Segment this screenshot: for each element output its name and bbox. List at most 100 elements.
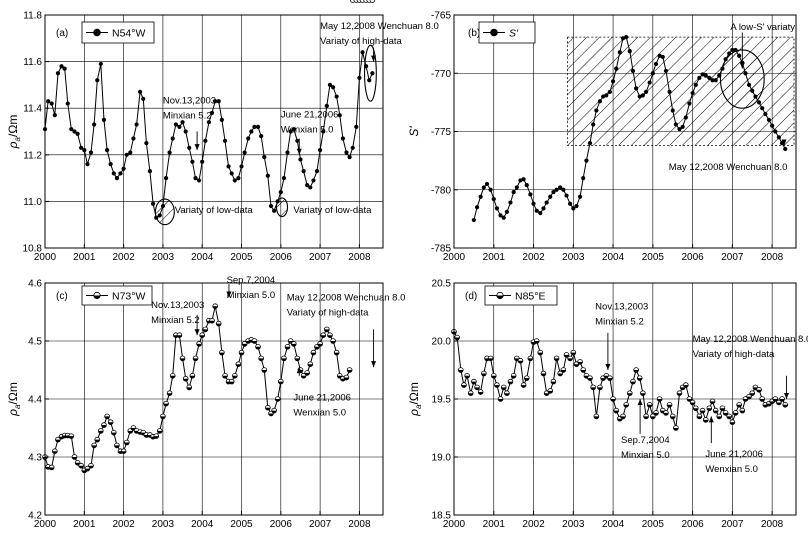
data-point-fill xyxy=(756,389,762,393)
legend-label: N73°W xyxy=(112,291,145,303)
chart-panel-d: 18.5 19.0 19.5 20.0 20.5 2000 2001 2002 2003 2004… xyxy=(407,279,808,531)
data-point-fill xyxy=(663,412,669,416)
annotation-arrowhead xyxy=(708,416,714,423)
data-point-fill xyxy=(673,428,679,431)
data-point-fill xyxy=(454,337,460,340)
data-point xyxy=(783,146,788,152)
data-point-fill xyxy=(564,354,569,358)
annotation-arrowhead xyxy=(637,399,643,405)
data-point-fill xyxy=(320,335,326,338)
y-tick-label: -770 xyxy=(431,69,451,80)
data-point-fill xyxy=(94,439,100,442)
data-point-fill xyxy=(478,392,484,395)
data-point-fill xyxy=(127,430,133,434)
x-tick-label: 2004 xyxy=(602,252,625,263)
data-point-fill xyxy=(163,403,169,407)
data-point-fill xyxy=(739,410,745,413)
data-point-fill xyxy=(547,390,553,394)
data-point xyxy=(577,194,583,199)
data-point xyxy=(561,187,566,192)
data-point xyxy=(278,189,283,195)
x-tick-label: 2000 xyxy=(443,519,466,530)
data-point xyxy=(154,215,159,220)
data-point xyxy=(285,150,290,155)
data-point xyxy=(707,75,712,81)
annotation-text: June 21,2006 xyxy=(705,449,763,460)
annotation-text: Variaty of high-data xyxy=(320,36,402,47)
y-tick-label: 19.0 xyxy=(432,453,452,464)
data-point-fill xyxy=(229,381,235,384)
data-point-fill xyxy=(317,343,323,347)
data-point xyxy=(259,134,264,139)
data-point xyxy=(723,57,728,62)
y-tick-label: -765 xyxy=(431,11,451,22)
data-point-fill xyxy=(537,352,543,356)
data-point xyxy=(521,177,526,182)
legend-label: S' xyxy=(509,28,519,40)
data-point-fill xyxy=(729,422,735,425)
data-point-fill xyxy=(762,404,768,408)
data-point xyxy=(216,99,221,104)
data-point xyxy=(206,120,211,125)
legend: N85°E xyxy=(484,285,558,306)
data-point xyxy=(272,208,277,213)
data-point xyxy=(209,110,215,115)
data-point xyxy=(347,155,352,160)
data-point xyxy=(98,61,103,67)
data-point xyxy=(79,145,84,150)
legend-marker-fill xyxy=(496,295,504,299)
data-point xyxy=(183,129,188,134)
annotation: Nov.13,2003 Minxian 5.2 xyxy=(163,96,216,151)
data-point-fill xyxy=(637,378,643,381)
data-point-fill xyxy=(252,341,257,344)
data-point xyxy=(75,131,80,136)
x-tick-label: 2000 xyxy=(34,252,57,263)
data-point-fill xyxy=(488,358,493,361)
y-tick-label: 11.6 xyxy=(23,57,42,68)
data-point-fill xyxy=(160,416,166,419)
data-point xyxy=(46,99,51,104)
data-point xyxy=(337,113,342,118)
data-point xyxy=(607,89,612,94)
y-tick-label: 11.2 xyxy=(23,150,42,161)
data-point xyxy=(144,141,149,146)
data-point-fill xyxy=(580,370,586,373)
chart-panel-a: 10.8 11.0 11.2 11.4 11.6 11.8 2000 2001 2002 2003… xyxy=(6,11,439,264)
data-point xyxy=(673,122,679,127)
y-axis-title: ρa/Ωm xyxy=(407,382,423,417)
data-point xyxy=(141,96,146,101)
data-point xyxy=(571,206,576,211)
data-point xyxy=(554,187,559,192)
data-point-fill xyxy=(202,329,208,332)
data-point xyxy=(252,124,257,129)
data-point-fill xyxy=(327,335,333,338)
data-point-fill xyxy=(726,416,732,419)
data-point xyxy=(344,150,349,155)
data-point xyxy=(634,86,639,91)
data-point xyxy=(255,124,261,129)
data-point-fill xyxy=(501,387,507,390)
y-axis-symbol: ρ xyxy=(407,409,421,417)
x-tick-label: 2001 xyxy=(483,252,506,263)
data-point xyxy=(88,150,94,155)
data-point xyxy=(737,53,742,58)
data-point-fill xyxy=(180,358,185,361)
x-tick-label: 2007 xyxy=(721,519,744,530)
legend-marker xyxy=(93,28,101,37)
data-point-fill xyxy=(307,364,313,367)
annotation: May 12,2008 Wenchuan 8.0 xyxy=(669,139,787,173)
data-point-fill xyxy=(347,370,352,373)
data-point xyxy=(92,122,97,127)
data-point-fill xyxy=(344,377,349,380)
data-point-fill xyxy=(554,358,559,361)
chart-panel-b: -785 -780 -775 -770 -765 2000 2001 2002 2003 2004… xyxy=(407,11,797,263)
data-point xyxy=(65,101,70,106)
data-point xyxy=(541,206,546,211)
data-point xyxy=(357,75,362,81)
x-tick-label: 2005 xyxy=(642,252,665,263)
data-point-fill xyxy=(667,404,672,408)
data-point-fill xyxy=(600,378,606,381)
data-point xyxy=(548,194,553,199)
data-point xyxy=(275,199,280,204)
legend-box xyxy=(81,21,155,44)
